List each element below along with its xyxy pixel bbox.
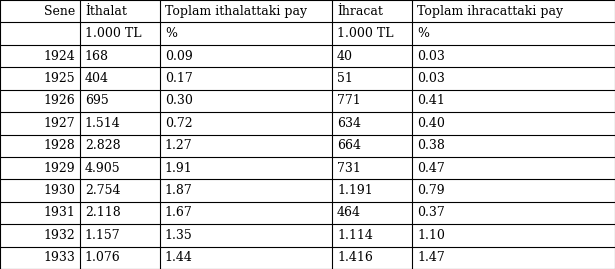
- Text: 0.40: 0.40: [417, 117, 445, 130]
- Text: %: %: [165, 27, 177, 40]
- Text: 0.79: 0.79: [417, 184, 445, 197]
- Text: 1.91: 1.91: [165, 162, 192, 175]
- Text: 1.35: 1.35: [165, 229, 192, 242]
- Text: İhracat: İhracat: [337, 5, 383, 18]
- Text: 0.03: 0.03: [417, 72, 445, 85]
- Text: 40: 40: [337, 49, 353, 62]
- Text: 2.754: 2.754: [85, 184, 121, 197]
- Text: 695: 695: [85, 94, 109, 107]
- Text: 1.10: 1.10: [417, 229, 445, 242]
- Text: 1.157: 1.157: [85, 229, 121, 242]
- Text: 1.416: 1.416: [337, 251, 373, 264]
- Text: 0.47: 0.47: [417, 162, 445, 175]
- Text: 1925: 1925: [44, 72, 75, 85]
- Text: 1928: 1928: [43, 139, 75, 152]
- Text: 1.87: 1.87: [165, 184, 192, 197]
- Text: 0.03: 0.03: [417, 49, 445, 62]
- Text: 2.828: 2.828: [85, 139, 121, 152]
- Text: 404: 404: [85, 72, 109, 85]
- Text: 1.47: 1.47: [417, 251, 445, 264]
- Text: 51: 51: [337, 72, 353, 85]
- Text: 0.30: 0.30: [165, 94, 192, 107]
- Text: 1933: 1933: [43, 251, 75, 264]
- Text: 0.72: 0.72: [165, 117, 192, 130]
- Text: 0.09: 0.09: [165, 49, 192, 62]
- Text: 0.41: 0.41: [417, 94, 445, 107]
- Text: İthalat: İthalat: [85, 5, 127, 18]
- Text: 1.000 TL: 1.000 TL: [337, 27, 394, 40]
- Text: 1932: 1932: [43, 229, 75, 242]
- Text: Toplam ihracattaki pay: Toplam ihracattaki pay: [417, 5, 563, 18]
- Text: 1924: 1924: [43, 49, 75, 62]
- Text: 1.191: 1.191: [337, 184, 373, 197]
- Text: 4.905: 4.905: [85, 162, 121, 175]
- Text: 1.67: 1.67: [165, 207, 192, 220]
- Text: 664: 664: [337, 139, 361, 152]
- Text: 731: 731: [337, 162, 361, 175]
- Text: 1.514: 1.514: [85, 117, 121, 130]
- Text: 1927: 1927: [44, 117, 75, 130]
- Text: 1.44: 1.44: [165, 251, 192, 264]
- Text: 1929: 1929: [44, 162, 75, 175]
- Text: 1.27: 1.27: [165, 139, 192, 152]
- Text: 1.076: 1.076: [85, 251, 121, 264]
- Text: Sene: Sene: [44, 5, 75, 18]
- Text: 464: 464: [337, 207, 361, 220]
- Text: 1930: 1930: [43, 184, 75, 197]
- Text: 0.17: 0.17: [165, 72, 192, 85]
- Text: %: %: [417, 27, 429, 40]
- Text: 1.114: 1.114: [337, 229, 373, 242]
- Text: 634: 634: [337, 117, 361, 130]
- Text: 0.37: 0.37: [417, 207, 445, 220]
- Text: 1.000 TL: 1.000 TL: [85, 27, 141, 40]
- Text: 1926: 1926: [43, 94, 75, 107]
- Text: 0.38: 0.38: [417, 139, 445, 152]
- Text: Toplam ithalattaki pay: Toplam ithalattaki pay: [165, 5, 307, 18]
- Text: 2.118: 2.118: [85, 207, 121, 220]
- Text: 771: 771: [337, 94, 361, 107]
- Text: 168: 168: [85, 49, 109, 62]
- Text: 1931: 1931: [43, 207, 75, 220]
